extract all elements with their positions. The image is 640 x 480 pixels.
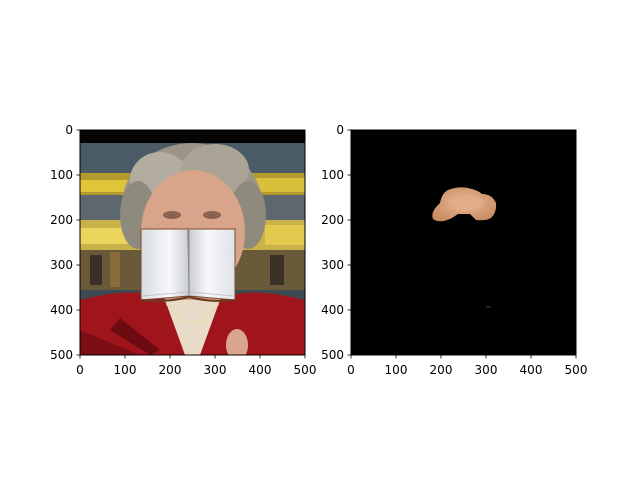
mask-y-tick-label: 200 [321, 213, 344, 227]
book-overlay [140, 228, 236, 302]
photo-y-tick-label: 400 [50, 303, 73, 317]
photo-image [80, 130, 305, 355]
photo-x-tick-label: 500 [294, 363, 317, 377]
photo-y-tick-label: 100 [50, 168, 73, 182]
mask-speck [486, 306, 491, 308]
photo-x-tick-label: 100 [114, 363, 137, 377]
photo-y-tick-label: 500 [50, 348, 73, 362]
photo-x-tick-label: 400 [249, 363, 272, 377]
photo-x-tick-label: 0 [76, 363, 84, 377]
photo-x-tick-label: 200 [159, 363, 182, 377]
mask-background [351, 130, 576, 355]
mask-y-tick-label: 0 [336, 123, 344, 137]
mask-panel [351, 130, 576, 355]
mask-x-tick-label: 100 [385, 363, 408, 377]
mask-x-tick-label: 400 [520, 363, 543, 377]
mask-x-tick-label: 200 [430, 363, 453, 377]
mask-x-tick-label: 500 [565, 363, 588, 377]
photo-panel [80, 130, 305, 355]
photo-x-tick-label: 300 [204, 363, 227, 377]
photo-y-tick-label: 0 [65, 123, 73, 137]
photo-y-tick-label: 300 [50, 258, 73, 272]
mask-x-tick-label: 0 [347, 363, 355, 377]
mask-y-tick-label: 400 [321, 303, 344, 317]
photo-axes-frame [79, 129, 306, 356]
mask-y-tick-label: 300 [321, 258, 344, 272]
mask-x-tick-label: 300 [475, 363, 498, 377]
photo-y-tick-label: 200 [50, 213, 73, 227]
mask-y-tick-label: 100 [321, 168, 344, 182]
mask-y-tick-label: 500 [321, 348, 344, 362]
skin-mask-region [432, 187, 497, 222]
mask-axes-frame [350, 129, 577, 356]
